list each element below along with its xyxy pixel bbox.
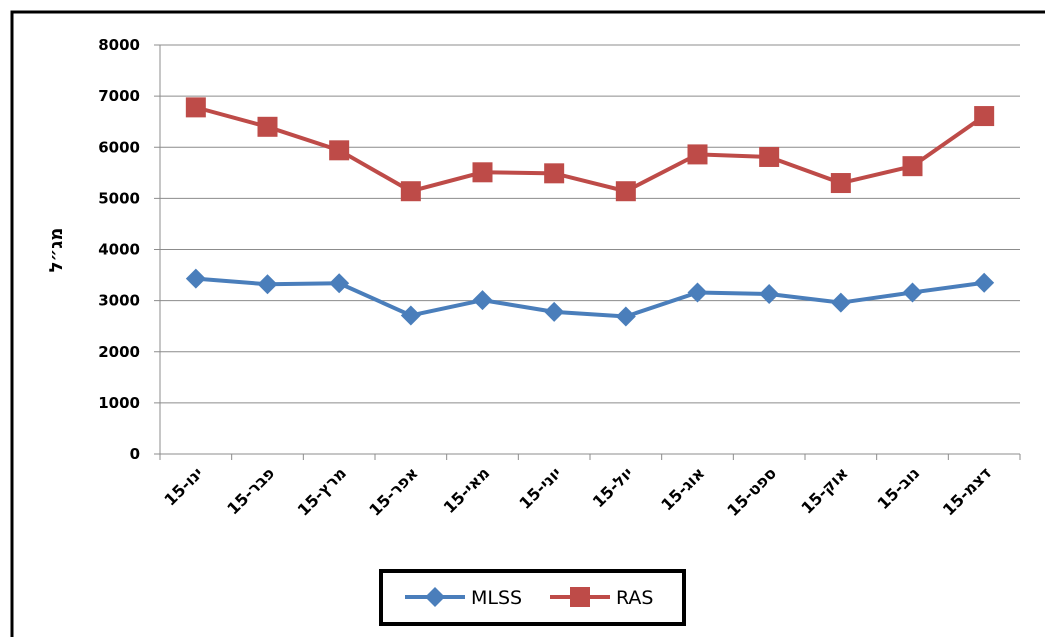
y-tick-label: 6000 [98,138,140,156]
data-point [615,306,636,327]
data-point [544,301,565,322]
legend-marker [570,587,590,607]
data-point [974,272,995,293]
data-point [185,97,206,118]
data-point [615,181,636,202]
y-tick-label: 1000 [98,394,140,412]
data-point [400,181,421,202]
data-point [759,283,780,304]
data-point [544,163,565,184]
chart-frame [10,10,1045,641]
data-point [687,282,708,303]
data-point [830,173,851,194]
data-point [974,106,995,127]
data-point [472,162,493,183]
y-tick-label: 8000 [98,36,140,54]
data-point [759,146,780,167]
legend: MLSS RAS [379,569,686,626]
y-axis-label: מג״ל [46,228,67,273]
y-tick-label: 5000 [98,189,140,207]
data-point [329,140,350,161]
data-point [830,292,851,313]
data-point [902,156,923,177]
y-tick-label: 7000 [98,87,140,105]
y-tick-label: 0 [130,445,140,463]
y-tick-label: 2000 [98,343,140,361]
legend-label: MLSS [471,587,522,609]
series-line [195,276,985,319]
data-point [329,273,350,294]
legend-marker [425,587,445,607]
data-point [185,268,206,289]
y-tick-label: 3000 [98,292,140,310]
data-point [687,144,708,165]
data-point [472,290,493,311]
data-point [400,305,421,326]
data-point [257,116,278,137]
series-line [195,105,986,194]
legend-label: RAS [616,587,654,609]
data-point [257,274,278,295]
y-tick-label: 4000 [98,241,140,259]
data-point [902,282,923,303]
